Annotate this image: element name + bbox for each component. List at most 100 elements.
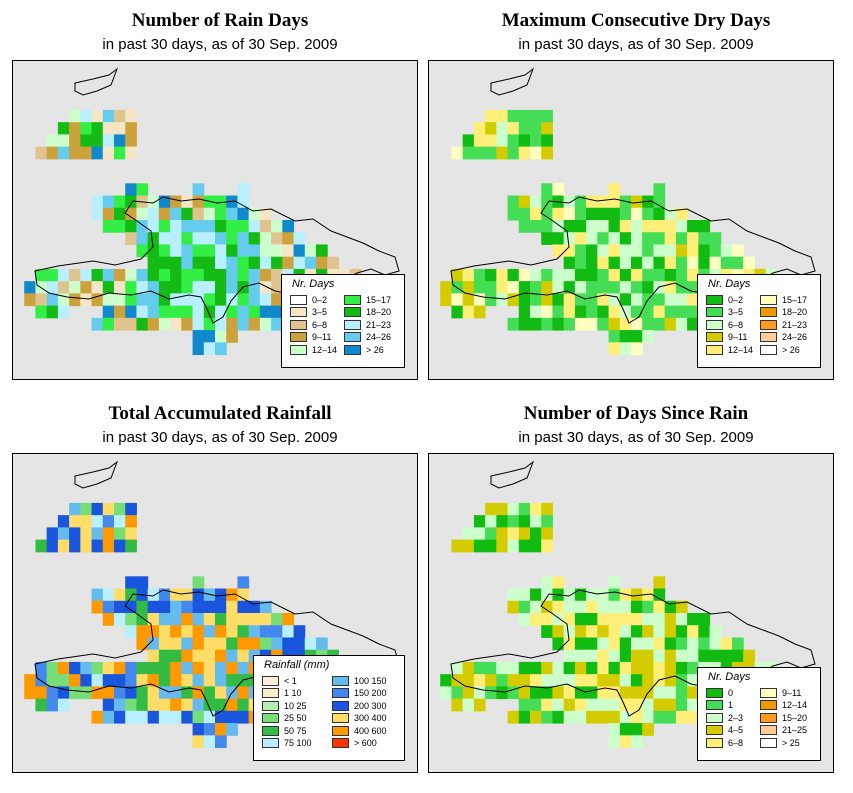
grid-cell <box>158 649 171 663</box>
grid-cell <box>687 317 699 331</box>
grid-cell <box>732 256 744 270</box>
legend-item: 400 600 <box>332 725 387 737</box>
grid-cell <box>563 195 576 209</box>
grid-cell <box>619 600 632 614</box>
grid-cell <box>518 220 531 233</box>
grid-cell <box>170 698 182 712</box>
grid-cell <box>24 281 36 294</box>
grid-cell <box>215 330 227 343</box>
grid-cell <box>181 625 194 638</box>
grid-cell <box>530 588 542 602</box>
legend-swatch <box>262 725 279 736</box>
grid-cell <box>687 220 699 233</box>
grid-cell <box>125 686 137 700</box>
grid-cell <box>203 686 216 700</box>
grid-cell <box>158 195 171 209</box>
grid-cell <box>181 220 194 233</box>
grid-cell <box>440 281 452 294</box>
legend-swatch <box>760 712 777 723</box>
grid-cell <box>192 220 205 233</box>
grid-cell <box>462 134 475 148</box>
grid-cell <box>271 220 283 233</box>
grid-cell <box>518 195 531 209</box>
grid-cell <box>293 625 306 638</box>
grid-cell <box>574 698 587 712</box>
grid-cell <box>237 661 250 675</box>
grid-cell <box>170 613 182 626</box>
grid-cell <box>46 674 59 687</box>
grid-cell <box>675 220 688 233</box>
grid-cell <box>664 281 677 294</box>
grid-cell <box>136 207 149 221</box>
grid-cell <box>293 256 306 270</box>
legend-title: Nr. Days <box>708 278 751 290</box>
grid-cell <box>462 146 475 160</box>
grid-cell <box>586 625 598 638</box>
grid-cell <box>496 686 509 700</box>
grid-cell <box>642 268 654 282</box>
legend-item: 9–11 <box>760 688 801 699</box>
grid-cell <box>316 244 328 258</box>
grid-cell <box>215 735 227 749</box>
grid-cell <box>563 256 576 270</box>
grid-cell <box>698 256 711 270</box>
legend-item: 15–17 <box>760 295 807 306</box>
grid-cell <box>136 600 149 614</box>
grid-cell <box>215 588 227 602</box>
legend-swatch <box>706 712 723 723</box>
grid-cell <box>541 588 553 602</box>
grid-cell <box>675 317 688 331</box>
legend-label: 50 75 <box>284 725 307 736</box>
grid-cell <box>496 122 509 135</box>
grid-cell <box>181 710 194 724</box>
grid-cell <box>170 661 182 675</box>
grid-cell <box>675 674 688 687</box>
grid-cell <box>552 268 565 282</box>
grid-cell <box>518 305 531 319</box>
grid-cell <box>574 207 587 221</box>
grid-cell <box>451 305 464 319</box>
grid-cell <box>597 625 610 638</box>
grid-cell <box>248 625 261 638</box>
grid-cell <box>316 256 328 270</box>
grid-cell <box>170 232 182 245</box>
grid-cell <box>608 207 621 221</box>
legend-label: 24–26 <box>366 332 392 343</box>
grid-cell <box>552 281 565 294</box>
grid-cell <box>530 268 542 282</box>
grid-cell <box>237 649 250 663</box>
grid-cell <box>653 207 666 221</box>
grid-cell <box>541 527 553 541</box>
grid-cell <box>102 539 115 553</box>
grid-cell <box>158 293 171 307</box>
legend-item: 9–11 <box>290 332 331 343</box>
grid-cell <box>170 637 182 651</box>
grid-cell <box>631 330 643 343</box>
grid-cell <box>237 674 250 687</box>
grid-cell <box>619 244 632 258</box>
grid-cell <box>473 146 486 160</box>
grid-cell <box>125 281 137 294</box>
grid-cell <box>80 527 93 541</box>
grid-cell <box>226 588 238 602</box>
grid-cell <box>608 195 621 209</box>
legend-item: 10 25 <box>262 700 307 712</box>
grid-cell <box>642 244 654 258</box>
legend-item: 12–14 <box>760 700 807 711</box>
grid-cell <box>653 674 666 687</box>
legend-item: 150 200 <box>332 688 387 699</box>
grid-cell <box>91 293 104 307</box>
grid-cell <box>158 207 171 221</box>
grid-cell <box>57 539 70 553</box>
grid-cell <box>552 293 565 307</box>
grid-cell <box>518 600 531 614</box>
legend-item: 0 <box>706 688 733 699</box>
grid-cell <box>743 649 755 663</box>
grid-cell <box>271 244 283 258</box>
grid-cell <box>552 710 565 724</box>
grid-cell <box>282 244 295 258</box>
grid-cell <box>619 330 632 343</box>
grid-cell <box>237 195 250 209</box>
grid-cell <box>35 686 48 700</box>
grid-cell <box>158 625 171 638</box>
